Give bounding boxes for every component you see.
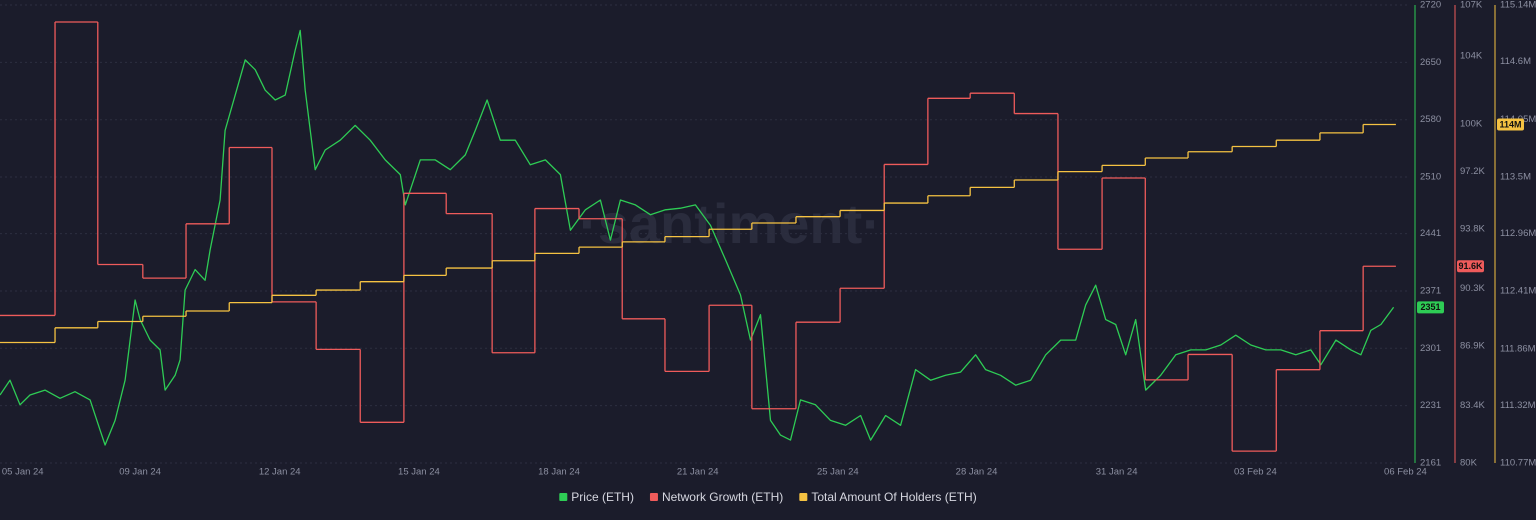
- legend-label: Total Amount Of Holders (ETH): [811, 490, 976, 504]
- y-tick-label: 2371: [1420, 285, 1441, 296]
- y-tick-label: 111.86M: [1500, 343, 1536, 354]
- x-tick-label: 06 Feb 24: [1384, 467, 1427, 478]
- value-badge: [1417, 301, 1444, 314]
- y-tick-label: 97.2K: [1460, 166, 1485, 177]
- price-line: [0, 29, 1395, 446]
- y-tick-label: 80K: [1460, 458, 1478, 469]
- y-tick-label: 107K: [1460, 0, 1483, 11]
- y-tick-label: 90.3K: [1460, 283, 1485, 294]
- legend-swatch: [559, 493, 568, 501]
- x-tick-label: 21 Jan 24: [677, 467, 719, 478]
- x-tick-label: 28 Jan 24: [956, 467, 998, 478]
- y-tick-label: 2720: [1420, 0, 1441, 11]
- x-tick-label: 25 Jan 24: [817, 467, 859, 478]
- step-line: [0, 123, 1396, 344]
- y-tick-label: 2510: [1420, 172, 1441, 183]
- y-tick-label: 86.9K: [1460, 340, 1485, 351]
- x-tick-label: 31 Jan 24: [1096, 467, 1138, 478]
- step-line: [0, 21, 1396, 452]
- x-tick-label: 09 Jan 24: [119, 467, 161, 478]
- legend-swatch: [649, 493, 658, 501]
- x-tick-label: 03 Feb 24: [1234, 467, 1277, 478]
- y-tick-label: 113.5M: [1500, 171, 1531, 182]
- y-tick-label: 83.4K: [1460, 400, 1485, 411]
- legend-label: Network Growth (ETH): [662, 490, 783, 504]
- value-badge: [1497, 118, 1524, 131]
- y-tick-label: 112.41M: [1500, 286, 1536, 297]
- legend-label: Price (ETH): [571, 490, 634, 504]
- value-badge-label: 91.6K: [1458, 261, 1483, 271]
- y-tick-label: 110.77M: [1500, 458, 1536, 469]
- y-tick-label: 112.96M: [1500, 228, 1536, 239]
- value-badge-label: 114M: [1499, 119, 1521, 129]
- y-tick-label: 115.14M: [1500, 0, 1536, 11]
- legend: Price (ETH) Network Growth (ETH) Total Amo…: [559, 490, 977, 504]
- y-tick-label: 111.32M: [1500, 400, 1536, 411]
- y-tick-label: 100K: [1460, 118, 1483, 129]
- x-tick-label: 12 Jan 24: [259, 467, 301, 478]
- value-badge-label: 2351: [1420, 302, 1440, 312]
- y-tick-label: 2301: [1420, 343, 1441, 354]
- y-tick-label: 2231: [1420, 400, 1441, 411]
- x-tick-label: 05 Jan 24: [2, 467, 44, 478]
- x-tick-label: 15 Jan 24: [398, 467, 440, 478]
- y-tick-label: 104K: [1460, 50, 1483, 61]
- y-tick-label: 114.6M: [1500, 56, 1531, 67]
- x-tick-label: 18 Jan 24: [538, 467, 580, 478]
- value-badge: [1457, 260, 1484, 273]
- y-tick-label: 2161: [1420, 458, 1441, 469]
- y-tick-label: 2650: [1420, 57, 1441, 68]
- y-tick-label: 93.8K: [1460, 223, 1485, 234]
- legend-swatch: [799, 493, 808, 501]
- y-tick-label: 2441: [1420, 228, 1441, 239]
- y-tick-label: 2580: [1420, 114, 1441, 125]
